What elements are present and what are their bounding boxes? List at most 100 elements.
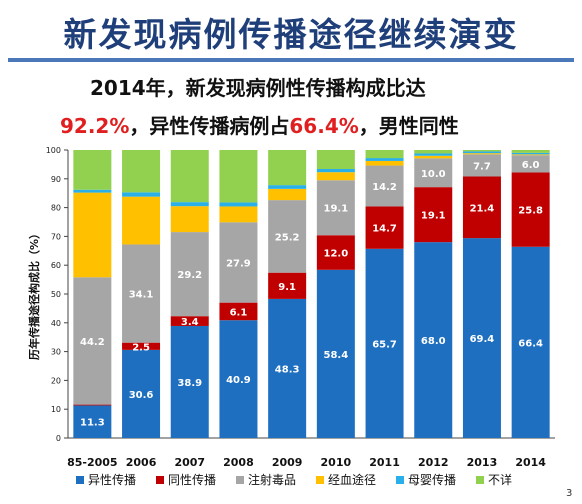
sexual-share-value: 92.2% — [60, 114, 130, 138]
legend-label-homo: 同性传播 — [168, 472, 216, 487]
data-label: 7.7 — [473, 161, 491, 172]
data-label: 34.1 — [129, 290, 154, 301]
legend-swatch-homo — [156, 476, 164, 484]
data-label: 29.2 — [177, 270, 202, 281]
bar-segment-hetero — [316, 269, 355, 438]
bar-segment-mother — [511, 152, 550, 155]
bar-segment-blood — [414, 155, 453, 159]
bar-segment-mother — [462, 151, 501, 154]
bar-segment-unknown — [462, 150, 501, 152]
bar-segment-unknown — [122, 150, 161, 193]
data-label: 44.2 — [80, 337, 105, 348]
slide-title: 新发现病例传播途径继续演变 — [63, 15, 519, 54]
bar-segment-mother — [268, 185, 307, 189]
bar-segment-drug — [219, 222, 258, 303]
bar-segment-drug — [122, 244, 161, 343]
bar-segment-blood — [316, 172, 355, 181]
data-label: 69.4 — [470, 334, 495, 345]
subtitle-text-b: ，男性同性 — [358, 114, 459, 138]
bar-segment-hetero — [73, 405, 112, 438]
bar-segment-mother — [219, 202, 258, 207]
bar-segment-homo — [73, 404, 112, 406]
x-tick-label: 2012 — [418, 456, 449, 469]
data-label: 25.2 — [275, 232, 300, 243]
subtitle-line-1: 2014年，新发现病例性传播构成比达 — [90, 76, 426, 100]
bar-segment-unknown — [316, 150, 355, 170]
bar-segment-mother — [316, 169, 355, 173]
hetero-share-value: 66.4% — [289, 114, 359, 138]
y-tick-label: 30 — [51, 348, 61, 357]
legend-label-hetero: 异性传播 — [88, 472, 136, 487]
bar-segment-hetero — [268, 298, 307, 438]
y-tick-label: 10 — [51, 405, 61, 414]
bar-segment-drug — [511, 155, 550, 173]
x-tick-label: 2009 — [272, 456, 303, 469]
bar-segment-mother — [365, 158, 404, 161]
legend-swatch-blood — [316, 476, 324, 484]
y-tick-label: 50 — [51, 290, 61, 299]
bar-segment-unknown — [73, 150, 112, 190]
legend-swatch-hetero — [76, 476, 84, 484]
bar-segment-drug — [268, 200, 307, 273]
data-label: 14.2 — [372, 182, 397, 193]
bar-segment-unknown — [268, 150, 307, 186]
legend-label-drug: 注射毒品 — [248, 472, 296, 487]
bar-segment-homo — [122, 342, 161, 350]
bar-segment-drug — [170, 232, 209, 317]
data-label: 27.9 — [226, 258, 251, 269]
y-axis-label: 历年传播途径构成比（%） — [27, 228, 41, 360]
bar-segment-mother — [122, 192, 161, 197]
data-label: 12.0 — [324, 249, 349, 260]
bar-segment-blood — [462, 153, 501, 155]
y-tick-label: 20 — [51, 376, 61, 385]
y-tick-label: 80 — [51, 204, 61, 213]
bar-segment-hetero — [462, 238, 501, 438]
data-label: 19.1 — [421, 211, 446, 222]
bar-segment-blood — [219, 206, 258, 223]
page-number: 3 — [566, 488, 573, 499]
y-tick-label: 0 — [56, 434, 61, 443]
bar-segment-drug — [414, 158, 453, 188]
data-label: 6.0 — [522, 160, 540, 171]
bar-segment-drug — [73, 277, 112, 405]
y-tick-label: 90 — [51, 175, 61, 184]
data-label: 3.4 — [181, 317, 199, 328]
legend-label-mother: 母婴传播 — [408, 472, 456, 487]
x-tick-label: 2010 — [321, 456, 352, 469]
data-label: 9.1 — [278, 282, 296, 293]
data-label: 11.3 — [80, 418, 105, 429]
data-label: 38.9 — [177, 378, 202, 389]
data-label: 21.4 — [470, 203, 495, 214]
bar-segment-blood — [511, 154, 550, 156]
bar-segment-mother — [73, 189, 112, 193]
x-tick-label: 2006 — [126, 456, 157, 469]
subtitle-line-2: 92.2%，异性传播病例占66.4%，男性同性 — [60, 110, 459, 139]
y-tick-label: 100 — [46, 146, 61, 155]
data-label: 25.8 — [518, 206, 543, 217]
data-label: 2.5 — [132, 342, 150, 353]
bar-segment-hetero — [170, 325, 209, 438]
title-underline — [8, 58, 574, 62]
data-label: 66.4 — [518, 338, 543, 349]
data-label: 14.7 — [372, 224, 397, 235]
data-label: 40.9 — [226, 375, 251, 386]
bar-segment-hetero — [219, 320, 258, 438]
legend-swatch-unknown — [476, 476, 484, 484]
legend-swatch-drug — [236, 476, 244, 484]
data-label: 30.6 — [129, 390, 154, 401]
bar-segment-unknown — [511, 150, 550, 153]
data-label: 10.0 — [421, 169, 446, 180]
bar-segment-hetero — [511, 246, 550, 438]
bar-segment-blood — [122, 196, 161, 245]
data-label: 58.4 — [324, 350, 349, 361]
bar-segment-blood — [170, 206, 209, 233]
bar-segment-mother — [414, 153, 453, 156]
y-tick-label: 70 — [51, 232, 61, 241]
bar-segment-homo — [462, 176, 501, 239]
bar-segment-blood — [73, 192, 112, 278]
bar-segment-drug — [462, 154, 501, 177]
x-tick-label: 2013 — [467, 456, 498, 469]
y-tick-label: 60 — [51, 261, 61, 270]
x-tick-label: 2007 — [174, 456, 205, 469]
bar-segment-unknown — [170, 150, 209, 203]
